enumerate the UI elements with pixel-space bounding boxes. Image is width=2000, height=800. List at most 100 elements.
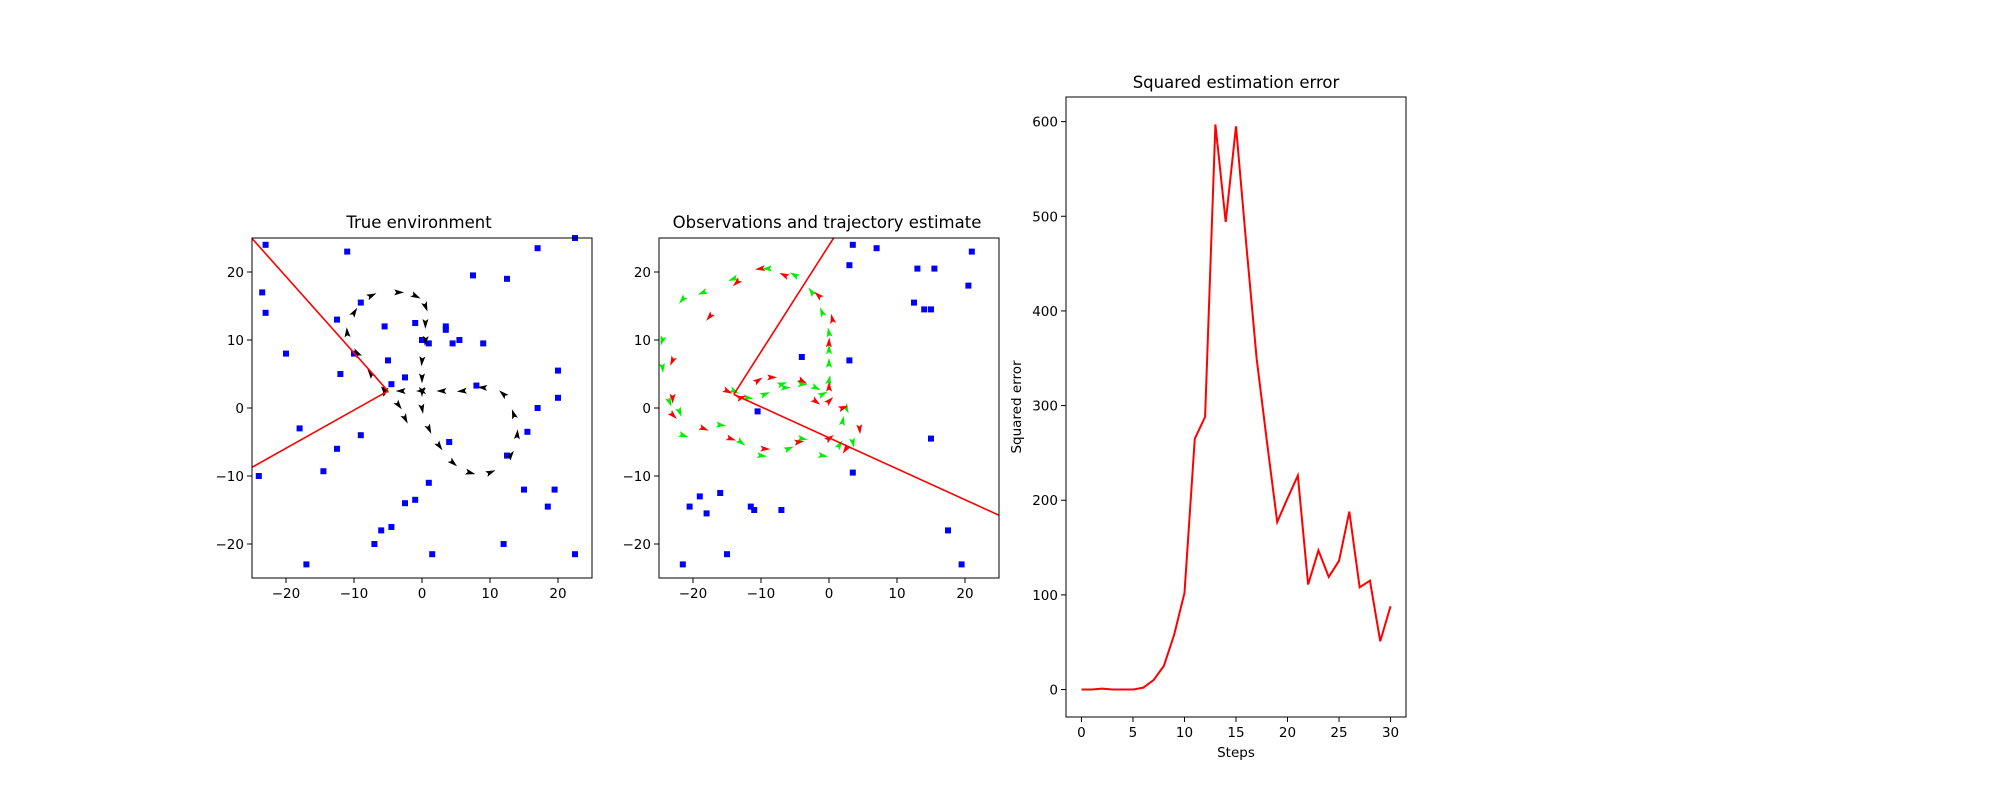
- observation-pose-arrow: [752, 377, 763, 386]
- landmark-point: [456, 337, 463, 343]
- observation-pose-arrow: [667, 409, 677, 420]
- estimate-pose-arrow: [658, 362, 665, 374]
- landmark-point: [388, 381, 395, 388]
- landmark-point: [928, 306, 934, 313]
- estimate-pose-arrow: [743, 394, 754, 401]
- observation-pose-arrow: [706, 311, 715, 321]
- landmark-point: [500, 541, 507, 547]
- estimate-pose-arrow: [756, 452, 767, 459]
- estimate-pose-arrow: [819, 307, 827, 318]
- y-tick-label: 20: [227, 265, 244, 281]
- landmark-point: [419, 337, 425, 343]
- landmark-point: [334, 445, 340, 452]
- x-tick-label: −10: [340, 586, 369, 602]
- estimate-pose-arrow: [810, 383, 821, 391]
- landmark-point: [371, 541, 378, 547]
- landmark-point: [378, 527, 385, 534]
- landmark-point: [873, 245, 880, 252]
- landmark-point: [388, 524, 395, 530]
- trajectory-pose-arrow: [513, 429, 520, 440]
- observation-pose-arrow: [755, 265, 766, 272]
- estimate-pose-arrow: [735, 437, 746, 446]
- estimate-pose-arrow: [660, 335, 667, 346]
- error-series-line: [1081, 124, 1392, 691]
- landmark-point: [255, 473, 262, 479]
- landmark-point: [259, 289, 266, 296]
- landmark-point: [965, 282, 972, 289]
- estimate-pose-arrow: [759, 392, 770, 399]
- y-tick-label: 10: [227, 333, 244, 349]
- landmark-point: [303, 561, 310, 568]
- trajectory-pose-arrow: [505, 450, 514, 461]
- panel2-plot-area: −20 −10 0 10 20 −20 −10 0 10 20: [623, 238, 999, 602]
- trajectory-pose-arrow: [477, 384, 488, 391]
- landmark-point: [521, 486, 527, 493]
- panel-true-environment: True environment −20 −10 0 10 20 −20 −10 0 10 20: [216, 213, 593, 602]
- observation-pose-arrow: [793, 439, 805, 446]
- landmark-point: [429, 551, 436, 558]
- x-tick-label: −20: [679, 586, 708, 602]
- trajectory-pose-arrow: [499, 390, 509, 400]
- landmark-point: [555, 394, 561, 401]
- landmark-point: [778, 507, 785, 513]
- trajectory-pose-arrow: [395, 388, 406, 394]
- x-tick-label: −20: [272, 586, 301, 602]
- landmark-point: [320, 468, 327, 475]
- observation-pose-arrow: [760, 445, 771, 452]
- observation-pose-arrow: [810, 396, 821, 405]
- landmark-point: [534, 405, 541, 411]
- trajectory-pose-arrow: [424, 423, 432, 434]
- landmark-point: [747, 503, 754, 510]
- estimate-pose-arrow: [817, 451, 829, 458]
- observation-pose-arrow: [826, 381, 832, 392]
- trajectory-pose-arrow: [422, 335, 429, 346]
- observation-pose-arrow: [725, 434, 737, 441]
- landmark-point: [958, 561, 965, 568]
- estimate-pose-arrow: [817, 391, 828, 399]
- x-tick-label: 5: [1129, 725, 1138, 741]
- estimate-pose-arrow: [826, 327, 833, 338]
- estimate-pose-arrow: [797, 381, 808, 388]
- panel3-frame: [1065, 96, 1407, 718]
- landmark-point: [470, 272, 476, 279]
- landmark-point: [911, 299, 917, 306]
- landmark-point: [931, 265, 938, 272]
- landmark-point: [724, 551, 730, 558]
- trajectory-pose-arrow: [410, 291, 421, 299]
- landmark-point: [357, 432, 364, 439]
- trajectory-pose-arrow: [464, 468, 476, 475]
- landmark-point: [480, 340, 487, 347]
- y-tick-label: 0: [642, 401, 651, 417]
- trajectory-pose-arrow: [436, 388, 447, 394]
- trajectory-pose-arrow: [419, 373, 425, 384]
- trajectory-pose-arrow: [349, 307, 358, 318]
- landmark-point: [425, 340, 432, 347]
- y-tick-label: 10: [634, 333, 651, 349]
- x-tick-label: 0: [418, 586, 427, 602]
- y-tick-label: 600: [1032, 115, 1058, 131]
- landmark-point: [262, 241, 269, 248]
- y-tick-label: 500: [1032, 209, 1058, 225]
- observation-pose-arrow: [767, 374, 778, 381]
- y-tick-label: 300: [1032, 399, 1058, 415]
- observation-pose-arrow: [722, 386, 733, 394]
- trajectory-pose-arrow: [456, 387, 468, 394]
- estimate-pose-arrow: [780, 384, 791, 391]
- estimate-pose-arrow: [715, 421, 727, 428]
- landmark-point: [686, 503, 693, 510]
- estimate-pose-arrow: [783, 446, 794, 454]
- panel3-title: Squared estimation error: [1133, 73, 1340, 92]
- x-tick-label: 0: [1077, 725, 1086, 741]
- landmark-point: [504, 275, 510, 282]
- panel1-plot-area: −20 −10 0 10 20 −20 −10 0 10 20: [216, 235, 578, 602]
- estimate-pose-arrow: [678, 294, 688, 304]
- estimate-pose-arrow: [664, 396, 672, 407]
- landmark-point: [296, 425, 303, 432]
- landmark-point: [846, 262, 853, 269]
- observation-sector-ray: [252, 238, 389, 392]
- landmark-point: [921, 306, 928, 313]
- y-tick-label: 200: [1032, 493, 1058, 509]
- estimate-pose-arrow: [826, 344, 832, 355]
- estimate-pose-arrow: [697, 288, 709, 295]
- landmark-point: [442, 326, 449, 333]
